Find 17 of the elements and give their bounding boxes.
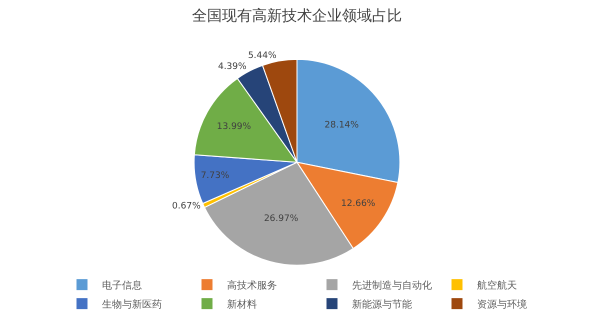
chart-title: 全国现有高新技术企业领域占比 [192,6,402,24]
legend-label: 电子信息 [102,280,142,292]
data-label: 5.44% [248,51,277,62]
data-label: 13.99% [216,122,252,132]
legend-label: 新材料 [227,298,257,311]
data-label: 7.73% [200,171,230,182]
legend-label: 航空航天 [477,280,517,292]
legend-label: 生物与新医药 [102,298,162,311]
legend-label: 先进制造与自动化 [352,280,432,292]
data-label: 28.14% [324,120,360,131]
legend-label: 新能源与节能 [352,298,412,311]
data-label: 12.66% [341,198,376,209]
data-label: 0.67% [172,201,202,212]
data-label: 26.97% [264,214,299,224]
legend-label: 高技术服务 [227,280,277,292]
legend-label: 资源与环境 [477,298,527,311]
data-label: 4.39% [218,62,248,72]
